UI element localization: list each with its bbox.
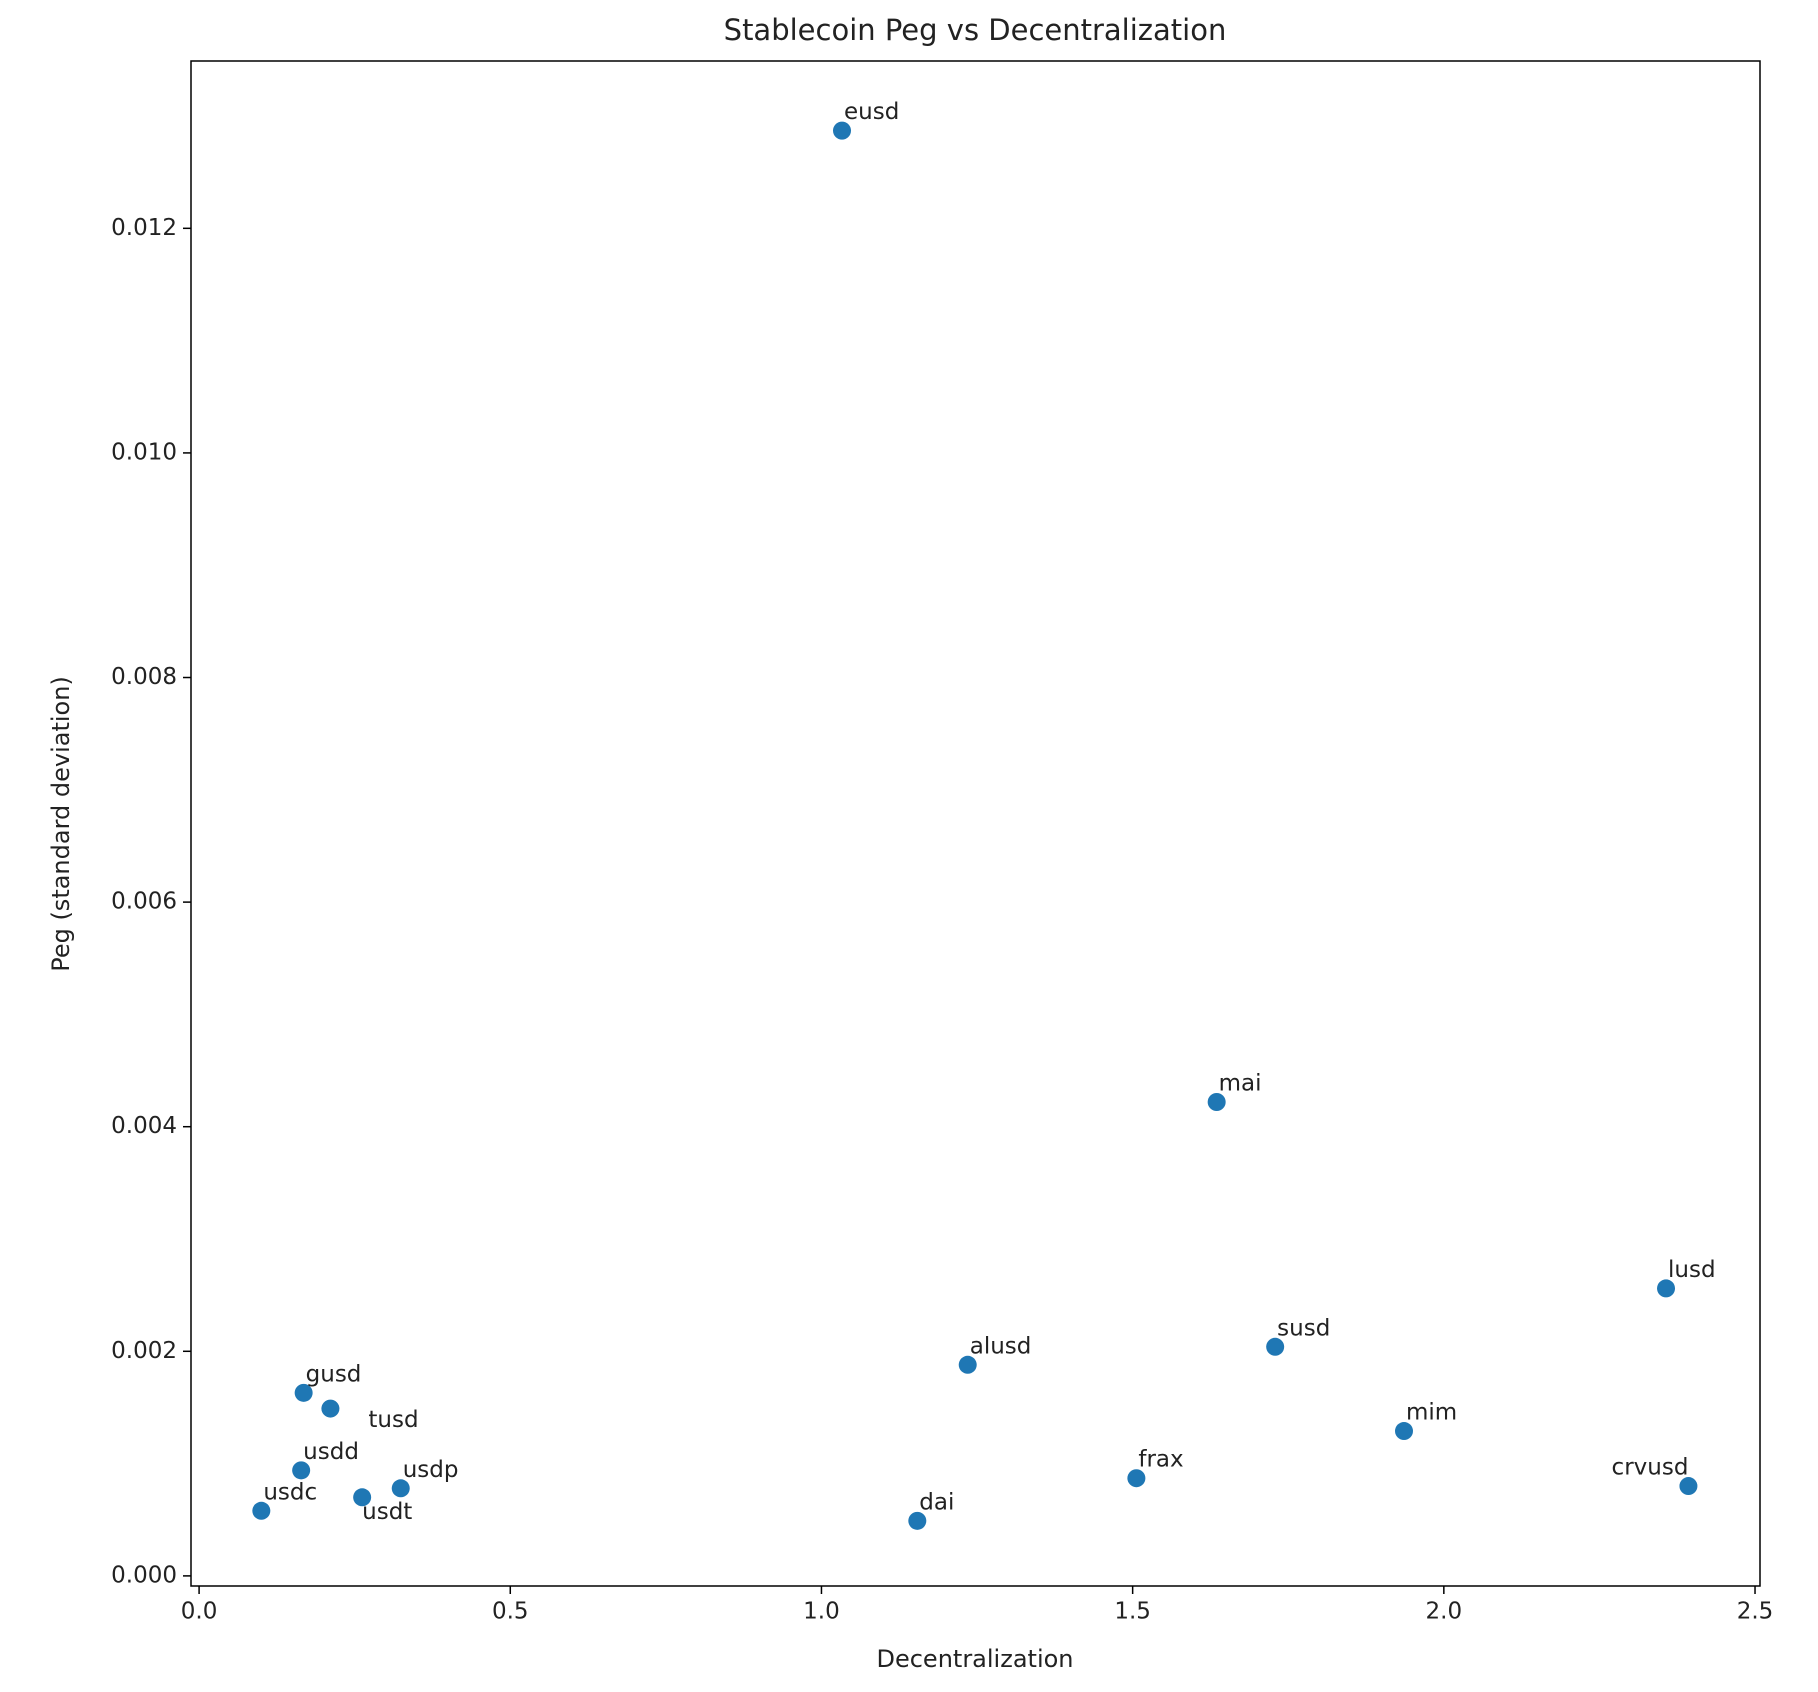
point-label: mim <box>1406 1400 1457 1426</box>
point <box>1266 1337 1285 1356</box>
x-tick-label: 1.0 <box>803 1599 840 1625</box>
point <box>252 1501 271 1520</box>
point <box>958 1355 977 1374</box>
x-axis-label: Decentralization <box>876 1645 1073 1673</box>
point <box>1395 1422 1414 1441</box>
y-tick-label: 0.010 <box>111 439 177 465</box>
point-label: susd <box>1277 1315 1330 1341</box>
point <box>391 1479 410 1498</box>
point <box>353 1488 372 1507</box>
point-label: usdp <box>403 1457 459 1483</box>
point <box>1679 1477 1698 1496</box>
y-tick-label: 0.006 <box>111 889 177 915</box>
x-tick-label: 2.0 <box>1426 1599 1463 1625</box>
point-label: alusd <box>970 1333 1032 1359</box>
y-axis-label: Peg (standard deviation) <box>47 676 75 972</box>
point-label: gusd <box>306 1361 362 1387</box>
x-tick-label: 2.5 <box>1737 1599 1774 1625</box>
point <box>321 1399 340 1418</box>
y-tick-label: 0.004 <box>111 1113 177 1139</box>
y-tick-label: 0.008 <box>111 664 177 690</box>
x-tick-label: 0.0 <box>181 1599 218 1625</box>
point-label: frax <box>1138 1447 1183 1473</box>
point-label: usdt <box>362 1499 412 1525</box>
point <box>292 1461 311 1480</box>
point <box>1657 1279 1676 1298</box>
x-tick-label: 0.5 <box>492 1599 529 1625</box>
point-label: usdd <box>303 1439 359 1465</box>
point-label: eusd <box>844 99 899 125</box>
point <box>294 1383 313 1402</box>
plot-frame <box>190 60 1761 1587</box>
y-tick-label: 0.002 <box>111 1338 177 1364</box>
point-label: crvusd <box>1612 1455 1689 1481</box>
point-label: tusd <box>368 1407 418 1433</box>
chart-title: Stablecoin Peg vs Decentralization <box>724 13 1227 47</box>
point <box>1127 1469 1146 1488</box>
y-tick-label: 0.012 <box>111 215 177 241</box>
point <box>908 1511 927 1530</box>
point <box>833 121 852 140</box>
point-label: usdc <box>263 1479 317 1505</box>
point-label: lusd <box>1668 1257 1716 1283</box>
y-tick-label: 0.000 <box>111 1562 177 1588</box>
point-label: mai <box>1219 1070 1262 1096</box>
point <box>1207 1092 1226 1111</box>
point-label: dai <box>919 1489 954 1515</box>
x-tick-label: 1.5 <box>1114 1599 1151 1625</box>
